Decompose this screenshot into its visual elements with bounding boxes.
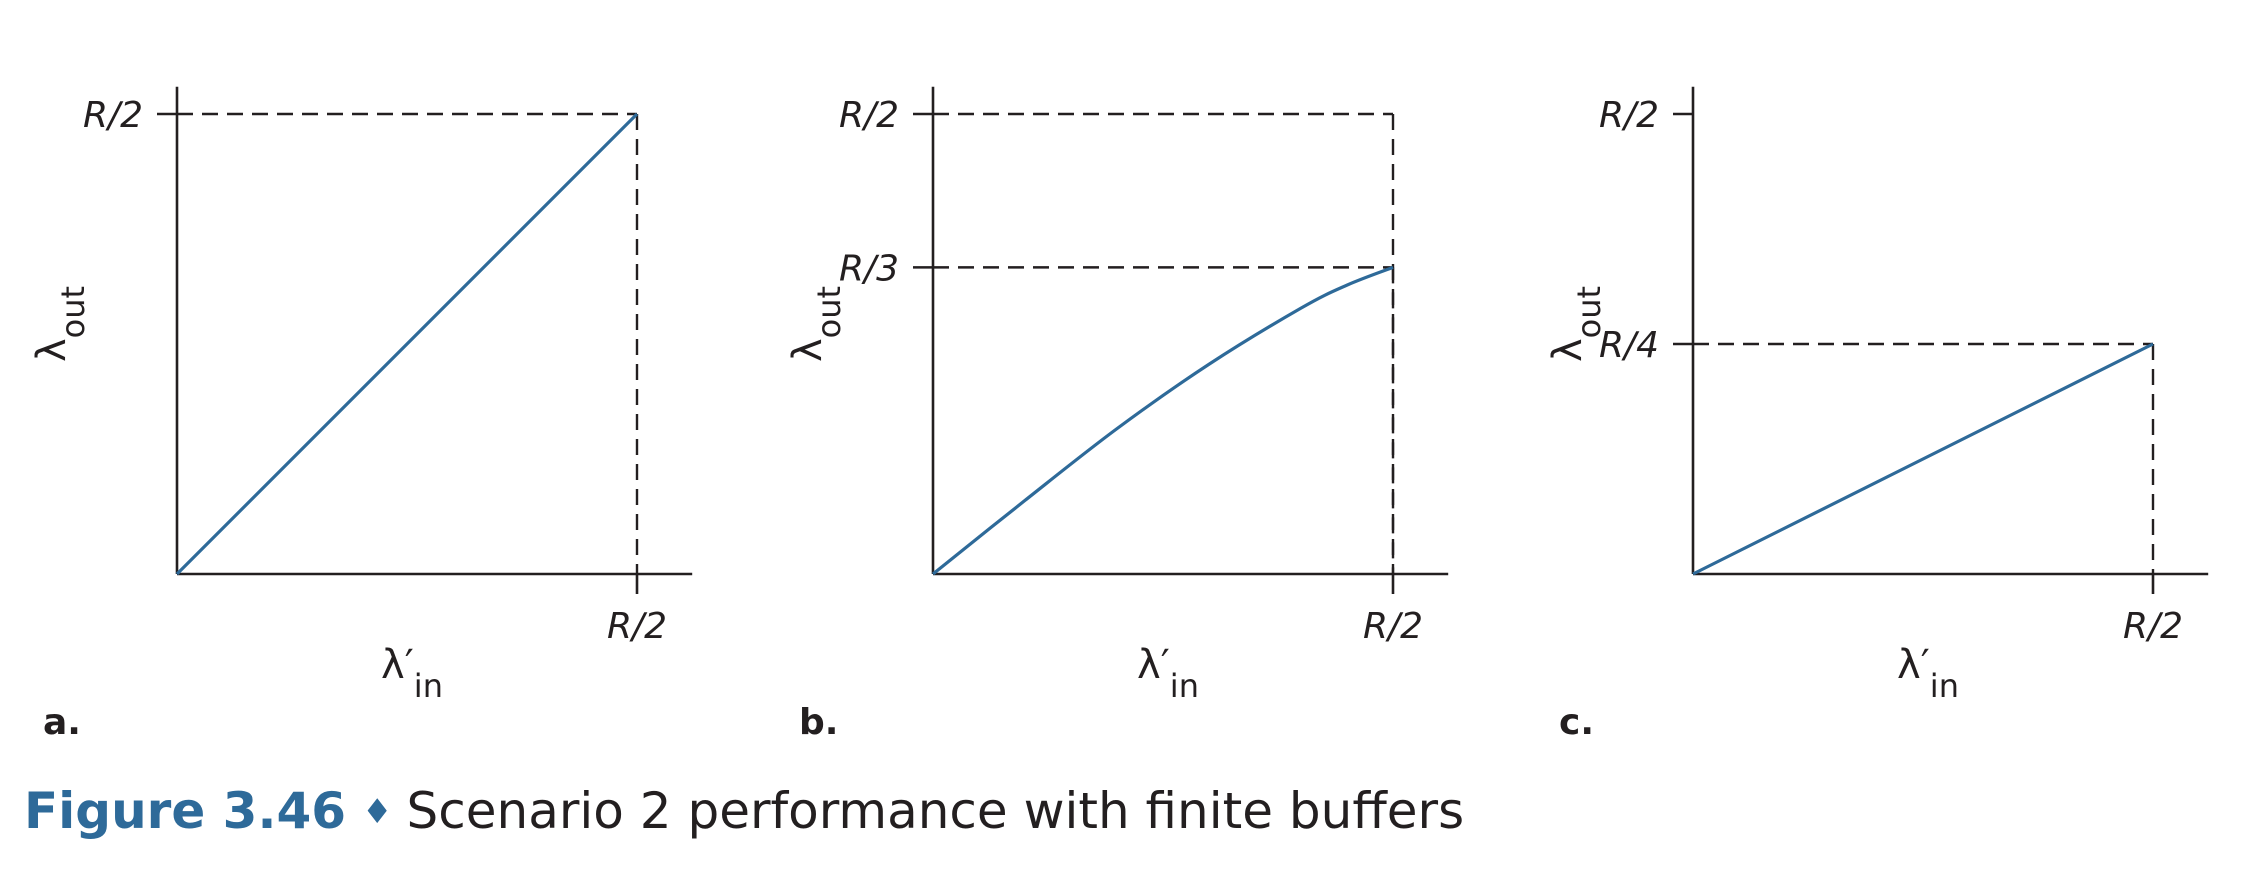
y-tick-label: R/2 [1599,95,1659,136]
y-axis-label: λout [1545,286,1608,362]
series-line [175,112,639,576]
y-axis-label: λout [29,286,92,362]
panel-label: a. [43,702,81,743]
x-tick-label: R/2 [2123,606,2183,647]
chart-panel-3: R/2 R/4 R/2 λ′in λout c. [1545,86,2209,743]
x-axis-label: λ′in [1137,642,1199,705]
series-line [1692,342,2154,576]
figure-number: Figure 3.46 [24,782,347,840]
panel-label: c. [1559,702,1594,743]
panel-label: b. [799,702,838,743]
y-tick-label: R/2 [839,95,899,136]
x-tick-label: R/2 [607,606,667,647]
caption-text: Scenario 2 performance with finite buffe… [406,782,1465,840]
series-line [932,265,1394,576]
x-tick-label: R/2 [1363,606,1423,647]
x-axis-label: λ′in [1897,642,1959,705]
y-tick-label: R/3 [839,248,899,289]
y-tick-label: R/4 [1599,325,1659,366]
x-axis-label: λ′in [381,642,443,705]
chart-panel-2: R/2 R/3 R/2 λ′in λout b. [785,86,1449,743]
figure-charts: R/2R/2λ′inλouta.R/2R/3R/2λ′inλoutb.R/2R/… [29,86,2209,743]
diamond-separator-icon: ♦ [362,792,393,832]
chart-panel-1: R/2 R/2 λ′in λout a. [29,86,693,743]
y-tick-label: R/2 [83,95,143,136]
figure-caption: Figure 3.46 ♦ Scenario 2 performance with … [24,782,1464,840]
y-axis-label: λout [785,286,848,362]
